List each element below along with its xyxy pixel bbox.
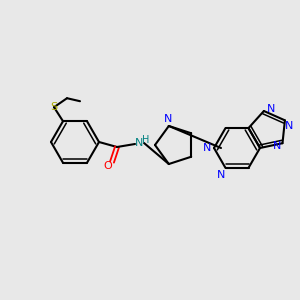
Text: N: N [164,114,172,124]
Text: N: N [217,170,226,180]
Text: O: O [103,161,112,171]
Text: N: N [267,104,275,114]
Text: N: N [273,141,282,151]
Text: N: N [135,138,143,148]
Text: N: N [203,143,211,153]
Text: N: N [285,121,293,131]
Text: H: H [142,135,150,145]
Text: S: S [50,102,58,112]
